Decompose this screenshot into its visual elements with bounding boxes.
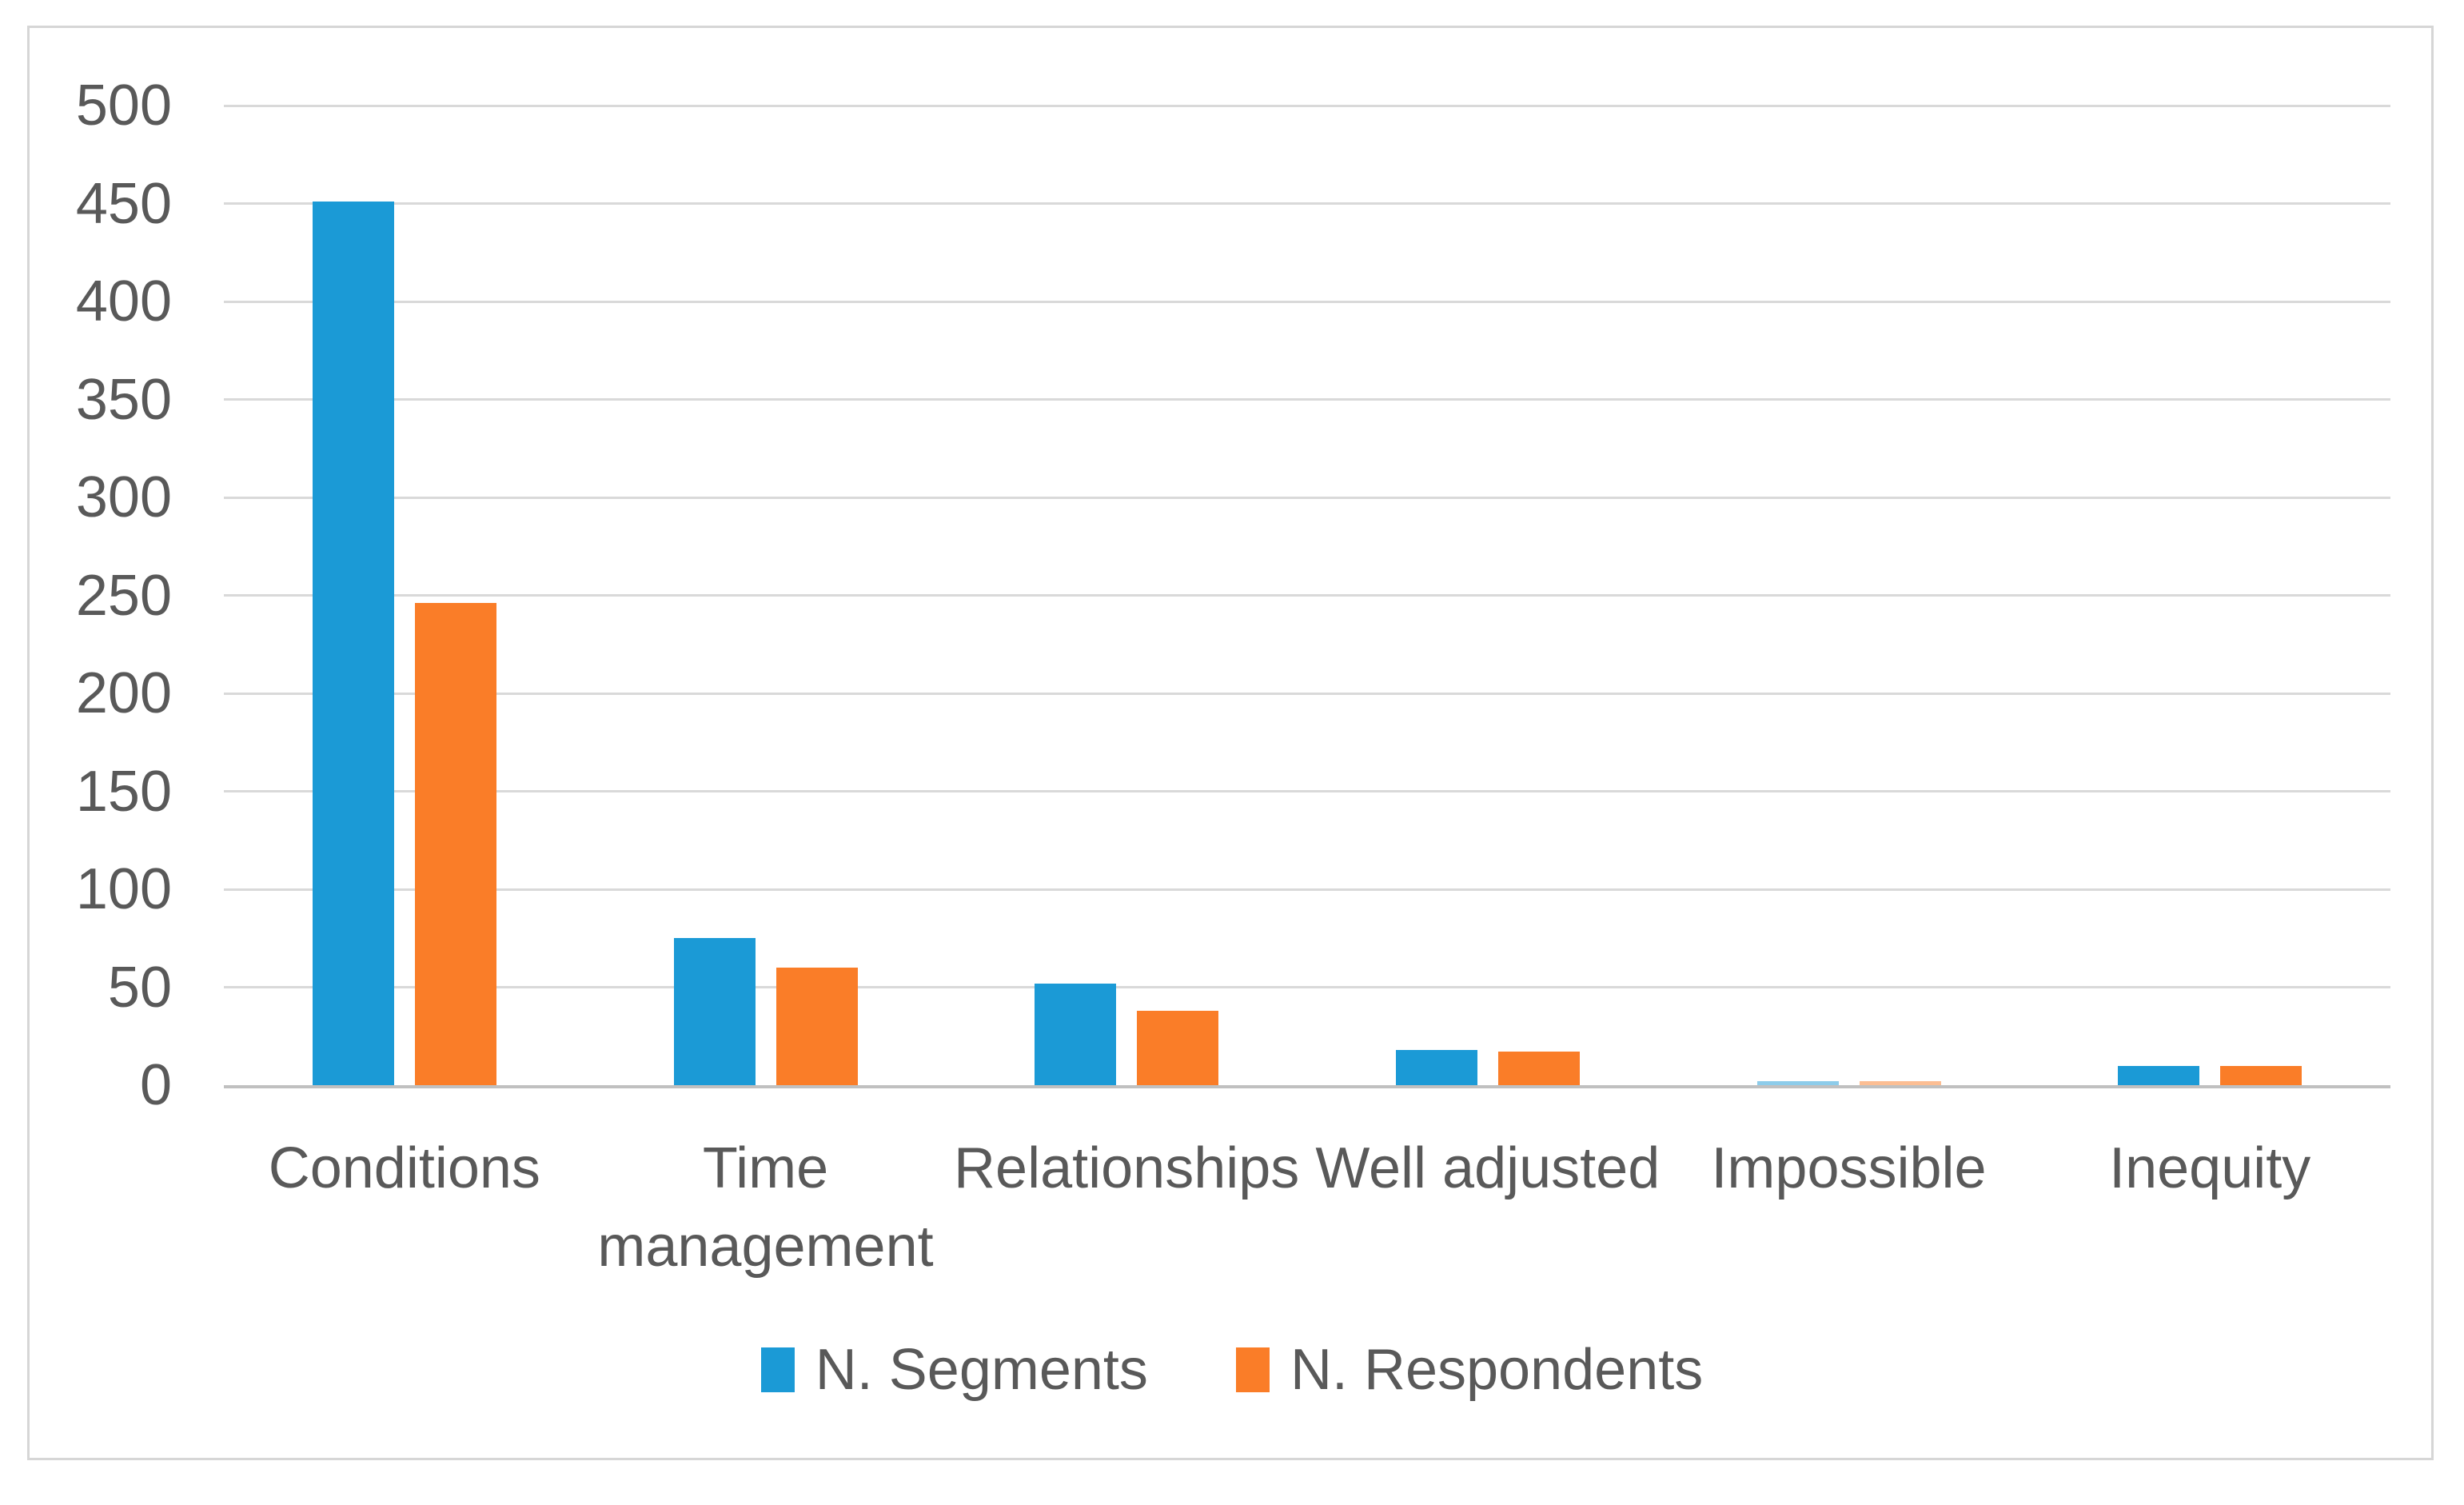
gridline-150 (224, 790, 2390, 792)
legend-label: N. Respondents (1290, 1338, 1704, 1402)
legend-label: N. Segments (815, 1338, 1148, 1402)
gridline-400 (224, 300, 2390, 303)
y-tick-label-400: 400 (75, 269, 172, 333)
x-category-label-impossible: Impossible (1711, 1136, 1987, 1200)
bar-n-respondents-inequity (2220, 1065, 2303, 1085)
bar-n-segments-conditions (312, 202, 394, 1085)
y-tick-label-300: 300 (75, 465, 172, 529)
legend-swatch-segments (760, 1347, 795, 1392)
bar-n-respondents-well-adjusted (1497, 1052, 1580, 1085)
gridline-100 (224, 888, 2390, 891)
bar-n-segments-impossible (1756, 1081, 1839, 1085)
bar-n-respondents-conditions (414, 603, 496, 1085)
legend-item-n-respondents: N. Respondents (1235, 1334, 1704, 1406)
bar-n-segments-well-adjusted (1395, 1049, 1477, 1085)
bar-n-respondents-impossible (1859, 1081, 1941, 1085)
x-category-label-conditions: Conditions (268, 1136, 540, 1200)
y-tick-label-150: 150 (75, 759, 172, 824)
bar-n-segments-time-management (673, 938, 756, 1085)
x-category-label-relationships: Relationships (954, 1136, 1300, 1200)
gridline-300 (224, 496, 2390, 499)
y-tick-label-350: 350 (75, 367, 172, 432)
x-category-label-inequity: Inequity (2109, 1136, 2311, 1200)
bar-n-segments-relationships (1035, 983, 1117, 1085)
gridline-450 (224, 202, 2390, 205)
bar-n-segments-inequity (2118, 1065, 2200, 1085)
x-axis-line (224, 1085, 2390, 1088)
bar-n-respondents-relationships (1137, 1010, 1219, 1085)
bar-n-respondents-time-management (775, 968, 858, 1085)
gridline-200 (224, 692, 2390, 695)
y-tick-label-500: 500 (75, 74, 172, 138)
gridline-50 (224, 986, 2390, 988)
gridline-250 (224, 594, 2390, 597)
x-category-label-time-management: Time management (597, 1136, 934, 1279)
y-tick-label-50: 50 (107, 955, 172, 1020)
gridline-500 (224, 104, 2390, 107)
y-tick-label-200: 200 (75, 661, 172, 725)
y-tick-label-100: 100 (75, 857, 172, 921)
x-category-label-well-adjusted: Well adjusted (1315, 1136, 1661, 1200)
legend-item-n-segments: N. Segments (760, 1334, 1148, 1406)
y-tick-label-250: 250 (75, 563, 172, 628)
y-tick-label-450: 450 (75, 171, 172, 236)
legend-swatch-respondents (1235, 1347, 1270, 1392)
legend: N. Segments N. Respondents (0, 1334, 2464, 1406)
y-tick-label-0: 0 (139, 1053, 172, 1117)
gridline-350 (224, 398, 2390, 401)
